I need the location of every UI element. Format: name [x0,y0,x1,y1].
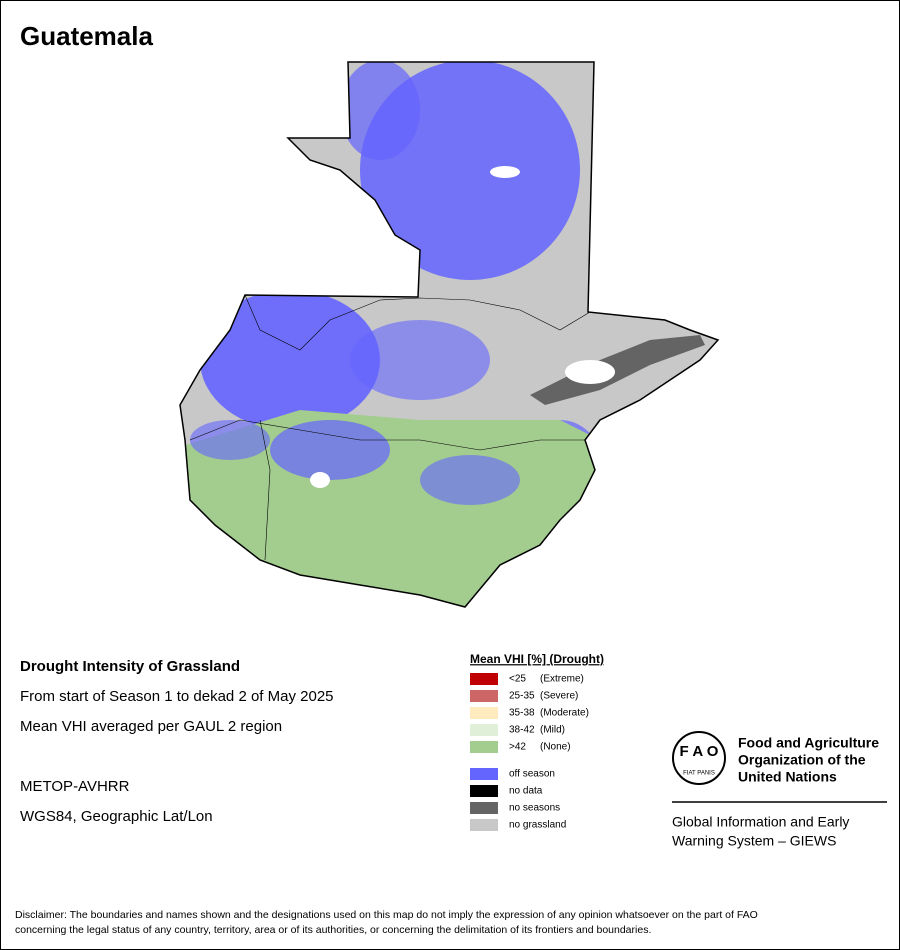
legend-label: 35-38 [509,708,535,719]
legend-note: (Mild) [540,725,565,736]
legend-label: 38-42 [509,725,535,736]
svg-text:FIAT PANIS: FIAT PANIS [683,771,715,777]
legend-label: 25-35 [509,691,535,702]
disclaimer: concerning the legal status of any count… [15,924,651,936]
legend-swatch [470,673,498,685]
legend-swatch [470,802,498,814]
info-heading: Drought Intensity of Grassland [20,658,240,675]
fao-logo: F A O FIAT PANIS [672,731,726,785]
legend-swatch [470,741,498,753]
giews-name: Global Information and Early [672,814,849,830]
legend-note: (Extreme) [540,674,584,685]
legend-swatch [470,707,498,719]
info-line: Mean VHI averaged per GAUL 2 region [20,718,282,735]
legend-swatch [470,768,498,780]
legend-swatch [470,785,498,797]
legend-label: no grassland [509,820,566,831]
legend-label: off season [509,769,555,780]
legend-label: <25 [509,674,526,685]
giews-name: Warning System – GIEWS [672,833,836,849]
org-name: United Nations [738,769,837,785]
legend-title: Mean VHI [%] (Drought) [470,652,604,666]
legend: <25 (Extreme) 25-35 (Severe) 35-38 (Moderate)… [470,673,589,831]
legend-note: (Moderate) [540,708,589,719]
source-line: METOP-AVHRR [20,778,130,795]
svg-text:F A O: F A O [680,743,719,760]
map-title: Guatemala [20,21,153,51]
disclaimer: Disclaimer: The boundaries and names sho… [15,909,758,921]
org-name: Food and Agriculture [738,735,879,751]
org-name: Organization of the [738,752,866,768]
legend-label: no seasons [509,803,560,814]
legend-note: (Severe) [540,691,578,702]
info-line: From start of Season 1 to dekad 2 of May… [20,688,334,705]
legend-label: no data [509,786,543,797]
legend-label: >42 [509,742,526,753]
legend-swatch [470,819,498,831]
source-line: WGS84, Geographic Lat/Lon [20,808,213,825]
legend-swatch [470,690,498,702]
legend-note: (None) [540,742,571,753]
legend-swatch [470,724,498,736]
country-outline [179,61,720,608]
